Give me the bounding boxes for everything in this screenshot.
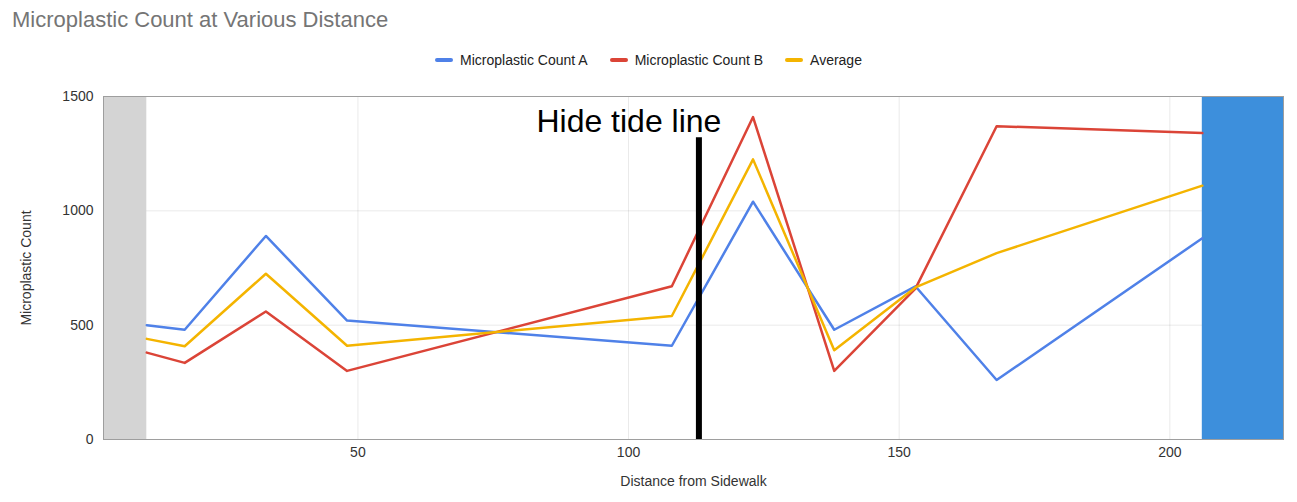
svg-text:1500: 1500 [62, 88, 93, 104]
svg-text:Hide tide line: Hide tide line [536, 103, 721, 139]
svg-text:Distance from Sidewalk: Distance from Sidewalk [620, 473, 767, 489]
svg-text:150: 150 [888, 444, 912, 460]
html-text:Microplastic Count B: Microplastic Count B [634, 52, 763, 68]
svg-text:Microplastic Count: Microplastic Count [18, 210, 34, 325]
svg-text:500: 500 [70, 317, 94, 333]
svg-text:200: 200 [1158, 444, 1182, 460]
html-text:Microplastic Count A: Microplastic Count A [460, 52, 588, 68]
svg-text:50: 50 [350, 444, 366, 460]
svg-text:100: 100 [617, 444, 641, 460]
svg-text:0: 0 [86, 431, 94, 447]
html-text:Average: Average [810, 52, 862, 68]
svg-text:1000: 1000 [62, 202, 93, 218]
html-text:Microplastic Count at Various: Microplastic Count at Various Distance [12, 7, 389, 32]
